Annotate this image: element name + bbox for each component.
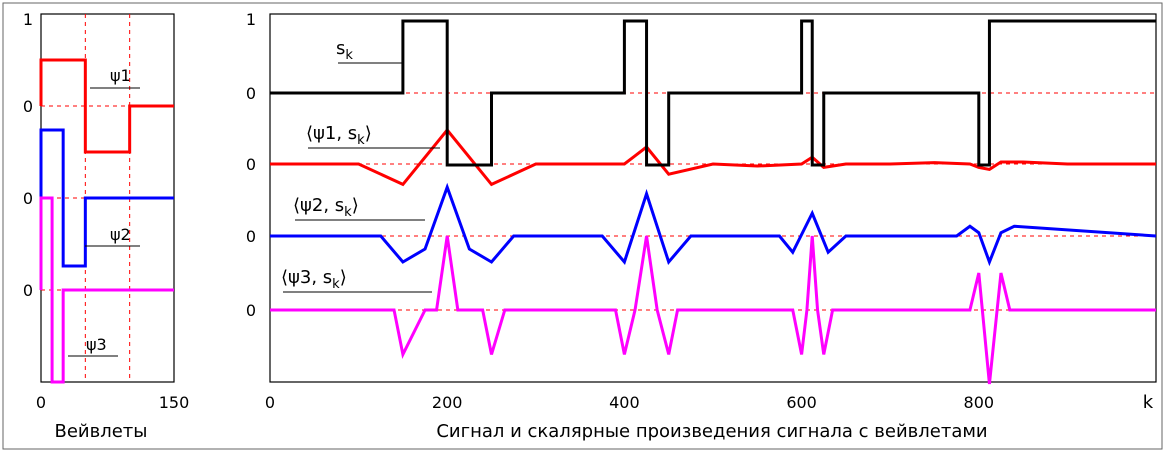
right-x-axis-label: Сигнал и скалярные произведения сигнала … [436, 421, 987, 442]
right-x-tick-label: 200 [432, 393, 463, 412]
right-series-3-line [270, 182, 1157, 267]
psi3-label: ψ3 [86, 335, 107, 354]
right-x-tick-label: 600 [786, 393, 817, 412]
left-y-tick-label: 0 [23, 281, 33, 300]
right-y-tick-labels: 1 0 0 0 0 [246, 10, 256, 320]
left-x-tick-label: 150 [159, 393, 190, 412]
psi2-label: ψ2 [110, 225, 131, 244]
left-series-3-line [39, 196, 174, 384]
right-x-tick-label: 400 [609, 393, 640, 412]
right-y-tick-label: 0 [246, 301, 256, 320]
right-x-tick-label: 800 [964, 393, 995, 412]
left-series-1-line [39, 58, 174, 154]
left-x-tick-labels: 0 150 [36, 393, 189, 412]
right-x-axis-end-label: k [1143, 392, 1154, 413]
right-plot-area [269, 13, 1157, 383]
left-x-tick-label: 0 [36, 393, 46, 412]
right-x-tick-label: 0 [265, 393, 275, 412]
left-y-tick-label: 0 [23, 97, 33, 116]
right-y-tick-label: 1 [246, 10, 256, 29]
right-y-tick-label: 0 [246, 227, 256, 246]
left-y-tick-label: 0 [23, 189, 33, 208]
right-y-tick-label: 0 [246, 84, 256, 103]
psi1-label: ψ1 [110, 66, 131, 85]
left-y-tick-labels: 1 0 0 0 [23, 10, 33, 300]
right-series-1-line [270, 19, 1156, 167]
left-series [39, 58, 174, 384]
left-x-axis-label: Вейвлеты [54, 421, 147, 442]
right-y-tick-label: 0 [246, 155, 256, 174]
right-series-4-line [270, 235, 1156, 385]
right-series-2-line [270, 127, 1156, 187]
right-x-tick-labels: 0 200 400 600 800 [265, 393, 994, 412]
left-y-tick-label: 1 [23, 10, 33, 29]
ip1-label: ⟨ψ1, sk⟩ [306, 123, 372, 148]
ip3-label: ⟨ψ3, sk⟩ [281, 267, 347, 292]
ip2-label: ⟨ψ2, sk⟩ [293, 195, 359, 220]
sk-label: sk [336, 38, 353, 63]
right-series [270, 19, 1157, 385]
signal-panel: 1 0 0 0 0 0 200 400 600 800 k Сигнал и скалярные… [246, 10, 1157, 442]
left-series-2-line [39, 128, 174, 268]
wavelets-panel: 1 0 0 0 0 150 Вейвлеты ψ1 ψ2 ψ3 [23, 10, 189, 442]
